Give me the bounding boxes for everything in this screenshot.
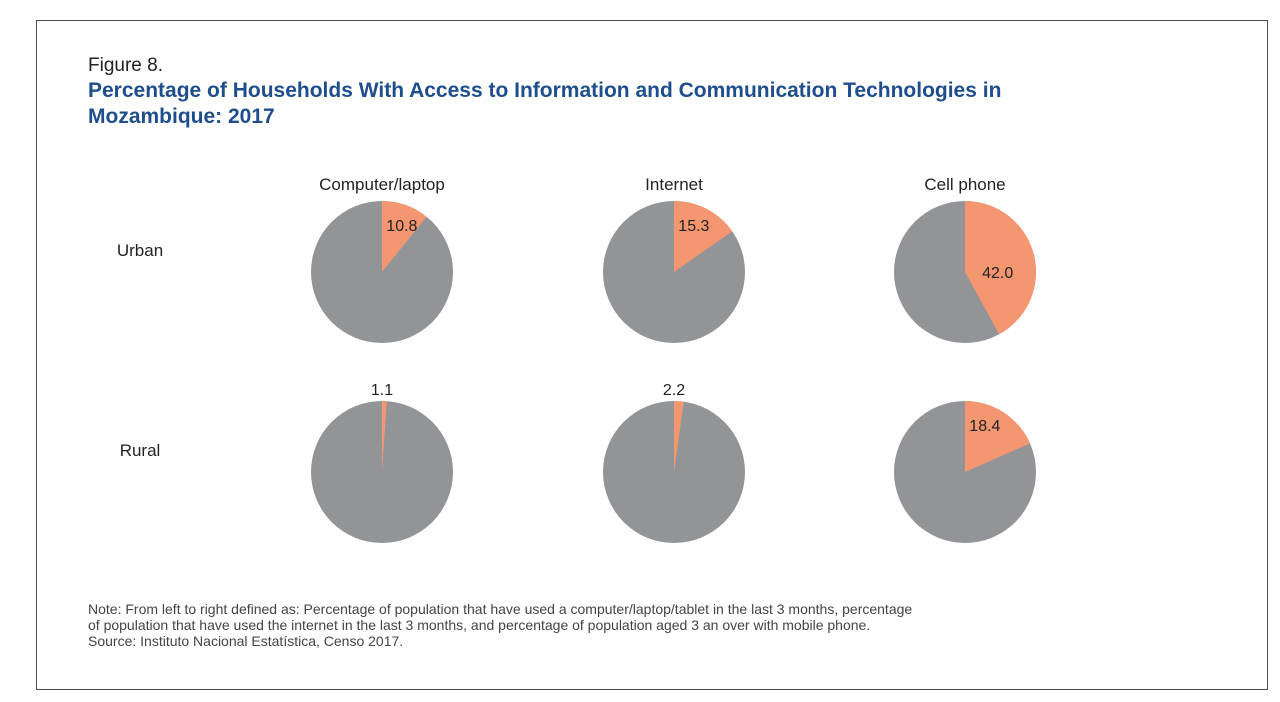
value-label-rural-cell-phone: 18.4 (969, 418, 1000, 435)
note-line-1: Note: From left to right defined as: Per… (88, 601, 913, 617)
source-line: Source: Instituto Nacional Estatística, … (88, 633, 404, 649)
pie-rural-internet: 2.2 (603, 382, 745, 543)
figure-frame (36, 20, 1268, 690)
value-label-urban-cell-phone: 42.0 (982, 265, 1013, 282)
column-header-internet: Internet (645, 175, 703, 194)
column-header-cell-phone: Cell phone (924, 175, 1005, 194)
pie-rural-cell-phone: 18.4 (894, 401, 1036, 543)
figure-label: Figure 8. (88, 55, 163, 76)
note-line-2: of population that have used the interne… (88, 617, 871, 633)
pie-chart-grid: Computer/laptop Internet Cell phone Urban Ru… (117, 175, 1036, 543)
value-label-urban-computer-laptop: 10.8 (386, 218, 417, 235)
slice-access-urban-computer-laptop (382, 201, 427, 272)
slice-access-rural-cell-phone (965, 401, 1030, 472)
chart-notes: Note: From left to right defined as: Per… (88, 601, 1238, 649)
chart-title-line-2: Mozambique: 2017 (88, 105, 275, 128)
slice-access-urban-cell-phone (965, 201, 1036, 335)
value-label-rural-computer-laptop: 1.1 (371, 382, 393, 399)
slice-access-rural-internet (674, 401, 684, 472)
slice-access-rural-computer-laptop (382, 401, 387, 472)
chart-title-line-1: Percentage of Households With Access to … (88, 79, 1002, 102)
pie-urban-internet: 15.3 (603, 201, 745, 343)
column-header-computer-laptop: Computer/laptop (319, 175, 445, 194)
pie-urban-computer-laptop: 10.8 (311, 201, 453, 343)
pie-urban-cell-phone: 42.0 (894, 201, 1036, 343)
value-label-urban-internet: 15.3 (678, 218, 709, 235)
pie-rural-computer-laptop: 1.1 (311, 382, 453, 543)
value-label-rural-internet: 2.2 (663, 382, 685, 399)
chart-title: Percentage of Households With Access to … (88, 78, 1168, 130)
row-label-rural: Rural (120, 441, 161, 460)
slice-access-urban-internet (674, 201, 733, 272)
row-label-urban: Urban (117, 241, 163, 260)
